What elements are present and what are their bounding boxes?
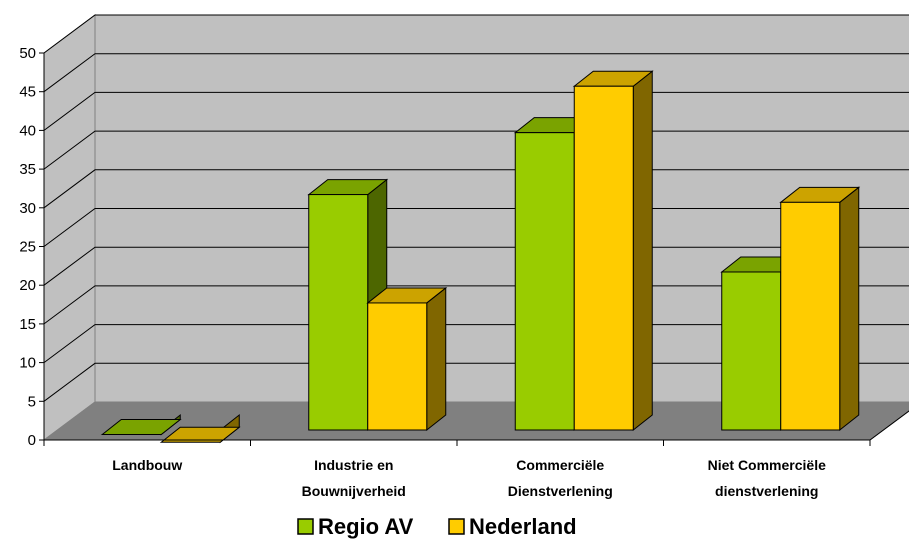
- gridline: [43, 53, 909, 93]
- y-tick-label: 5: [28, 393, 36, 410]
- y-tick-label: 35: [19, 161, 36, 178]
- bar-top: [159, 426, 241, 443]
- y-tick-label: 0: [28, 432, 36, 449]
- bar: [159, 413, 241, 444]
- x-category-label: Bouwnijverheid: [302, 483, 406, 499]
- bar: [366, 286, 448, 432]
- x-category-label: Niet Commerciële: [708, 457, 826, 473]
- bar-front: [367, 302, 428, 431]
- x-category-label: Industrie en: [314, 457, 393, 473]
- x-category-label: Landbouw: [112, 457, 182, 473]
- bar: [572, 70, 654, 432]
- legend-label: Regio AV: [318, 514, 414, 539]
- y-axis: 0 5 10 15 20 25 30 35 40 45 50: [19, 45, 45, 449]
- x-axis: Landbouw Industrie en Bouwnijverheid Commer…: [43, 410, 909, 499]
- bar-front: [780, 201, 841, 431]
- y-tick-label: 45: [19, 84, 36, 101]
- legend-label: Nederland: [469, 514, 577, 539]
- gridline: [43, 14, 909, 54]
- floor-edge: [869, 410, 909, 441]
- bar-front: [514, 132, 575, 431]
- bar: [100, 413, 182, 436]
- y-tick-label: 25: [19, 239, 36, 256]
- y-tick-label: 30: [19, 200, 36, 217]
- bar-top: [100, 419, 182, 436]
- legend: Regio AV Nederland: [297, 514, 577, 539]
- y-tick-label: 20: [19, 277, 36, 294]
- bars: [100, 70, 861, 444]
- x-category-label: Dienstverlening: [508, 483, 613, 499]
- bar-side: [426, 286, 447, 432]
- legend-swatch: [297, 518, 314, 535]
- bar-side: [839, 186, 860, 432]
- bar-front: [308, 194, 369, 431]
- x-category-label: Commerciële: [516, 457, 604, 473]
- x-category-label: dienstverlening: [715, 483, 818, 499]
- bar-side: [632, 70, 653, 432]
- y-tick-label: 15: [19, 316, 36, 333]
- bar-front: [721, 271, 782, 431]
- legend-swatch: [448, 518, 465, 535]
- bar-front: [573, 85, 634, 431]
- y-tick-label: 10: [19, 355, 36, 372]
- y-tick-label: 40: [19, 122, 36, 139]
- y-tick-label: 50: [19, 45, 36, 62]
- bar: [779, 186, 861, 432]
